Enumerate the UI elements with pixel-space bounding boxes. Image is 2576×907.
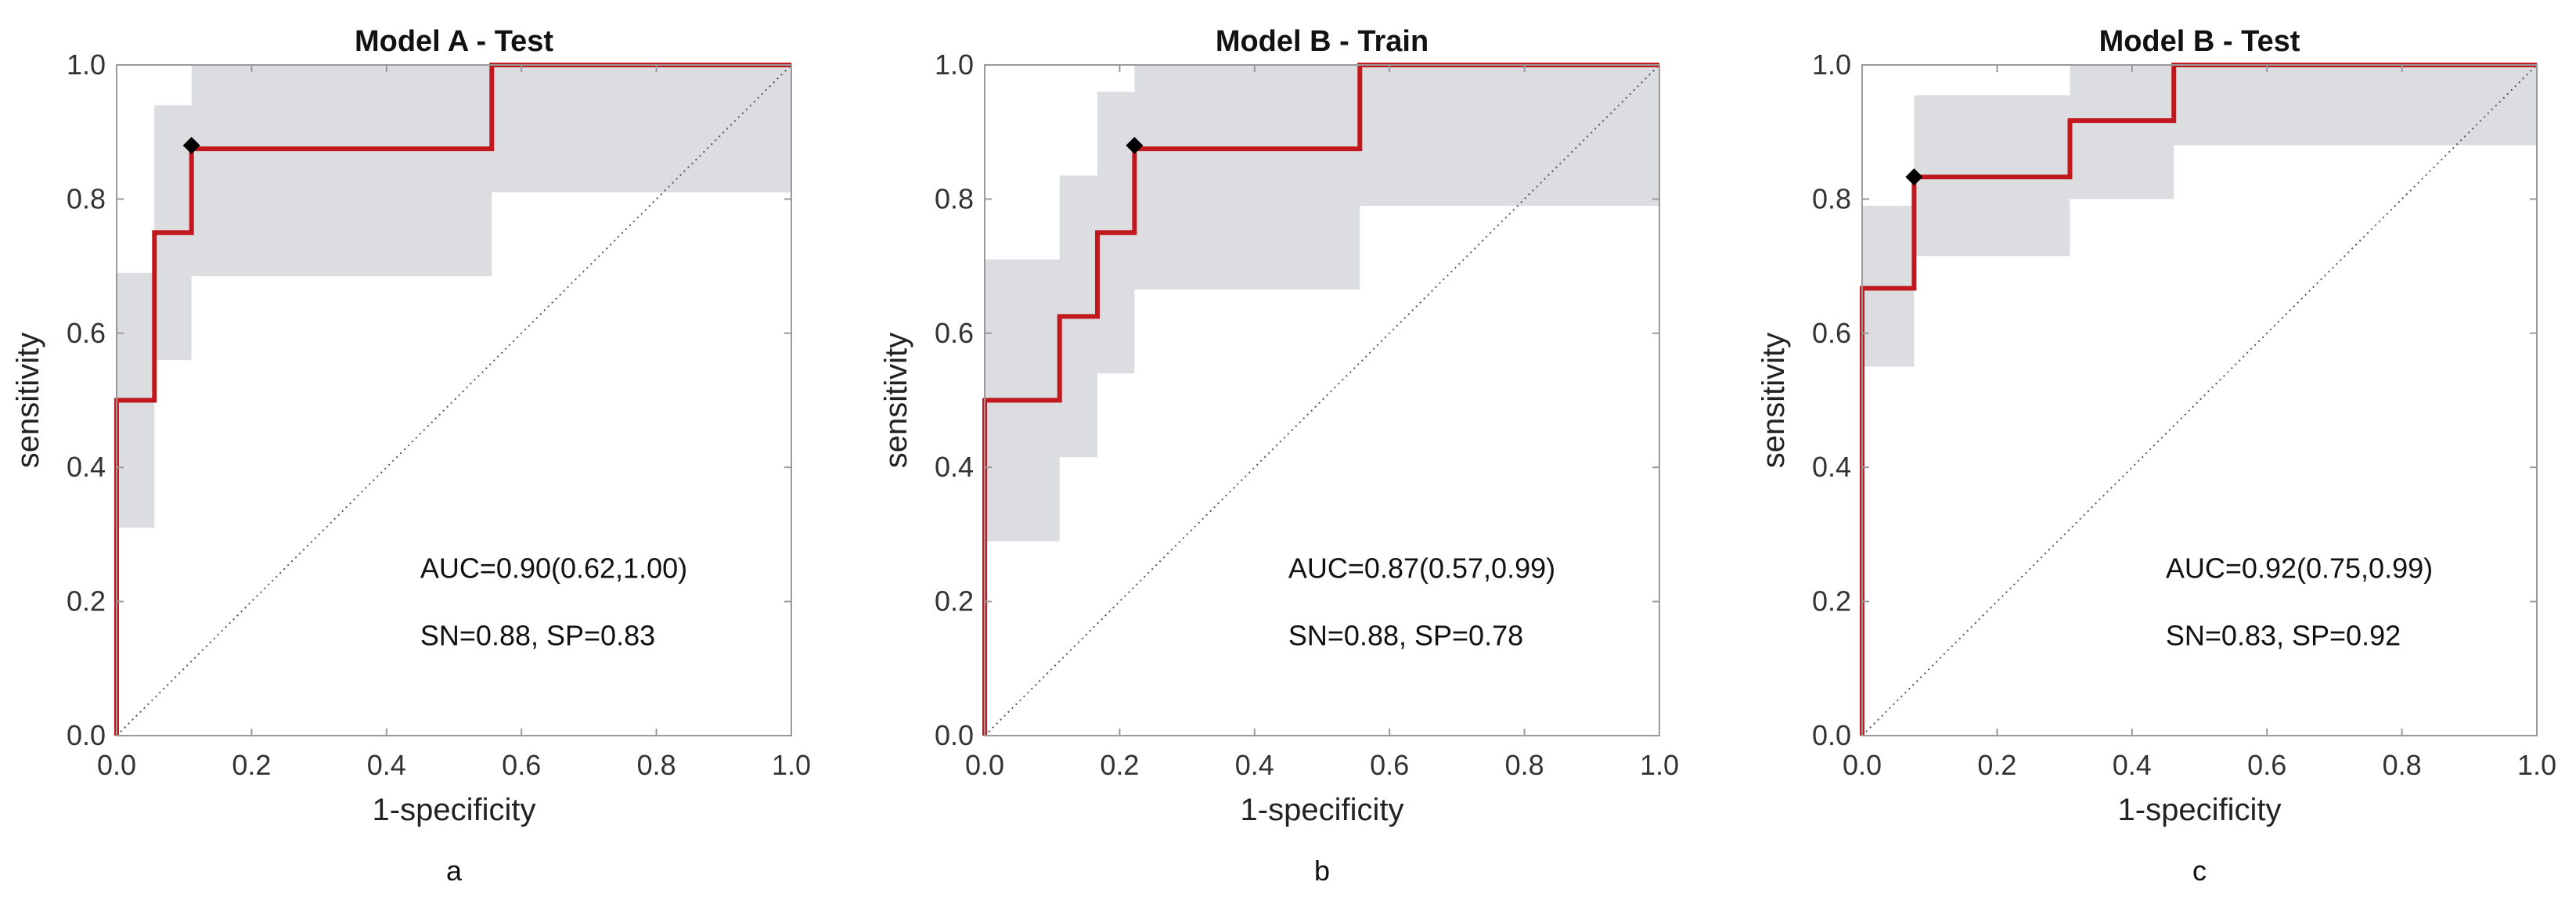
roc-curve-layer bbox=[1860, 63, 2537, 736]
sn-sp-annotation: SN=0.88, SP=0.78 bbox=[1288, 619, 1523, 651]
tick-labels-layer: 0.0 0.2 0.4 0.6 0.8 1.0 0.0 0.2 0.4 0.6 0.8 1.0 bbox=[935, 49, 1679, 781]
operating-point-marker bbox=[182, 136, 200, 154]
plot-frame bbox=[1861, 64, 2538, 736]
x-tick-label: 0.6 bbox=[2247, 749, 2286, 781]
y-tick-label: 0.0 bbox=[1812, 719, 1851, 751]
x-tick-label: 1.0 bbox=[2517, 749, 2556, 781]
x-tick-label: 0.4 bbox=[1235, 749, 1274, 781]
x-tick-label: 0.6 bbox=[1370, 749, 1409, 781]
panel-b: 0.0 0.2 0.4 0.6 0.8 1.0 0.0 0.2 0.4 0.6 0.8 1.0 Mod… bbox=[879, 25, 1679, 887]
x-tick-label: 1.0 bbox=[772, 749, 811, 781]
y-tick-label: 0.4 bbox=[1812, 451, 1851, 483]
x-axis-label: 1-specificity bbox=[2118, 793, 2282, 827]
panel-letter: b bbox=[1314, 855, 1330, 887]
x-tick-label: 1.0 bbox=[1640, 749, 1679, 781]
x-axis-label: 1-specificity bbox=[373, 793, 536, 827]
y-tick-label: 0.0 bbox=[935, 719, 974, 751]
x-tick-label: 0.0 bbox=[97, 749, 136, 781]
y-axis-label: sensitivity bbox=[1756, 333, 1791, 468]
marker-layer bbox=[182, 136, 200, 154]
axes-layer bbox=[984, 64, 1660, 736]
y-axis-label: sensitivity bbox=[879, 333, 913, 468]
y-tick-label: 1.0 bbox=[67, 49, 106, 81]
sn-sp-annotation: SN=0.88, SP=0.83 bbox=[420, 619, 655, 651]
y-tick-label: 0.8 bbox=[935, 182, 974, 214]
panel-letter: a bbox=[446, 855, 463, 887]
y-tick-label: 0.4 bbox=[67, 451, 106, 483]
operating-point-marker bbox=[1905, 168, 1923, 186]
y-tick-label: 0.6 bbox=[1812, 317, 1851, 349]
panel-c: 0.0 0.2 0.4 0.6 0.8 1.0 0.0 0.2 0.4 0.6 0.8 1.0 Mod… bbox=[1756, 25, 2556, 887]
ci-band-layer bbox=[1862, 65, 2537, 367]
x-tick-label: 0.6 bbox=[502, 749, 541, 781]
x-tick-label: 0.4 bbox=[2113, 749, 2152, 781]
panel-title: Model A - Test bbox=[355, 25, 553, 58]
ci-band bbox=[985, 65, 1659, 542]
roc-curve-layer bbox=[114, 63, 791, 736]
x-tick-label: 0.0 bbox=[1843, 749, 1882, 781]
marker-layer bbox=[1905, 168, 1923, 186]
marker-layer bbox=[1126, 136, 1144, 154]
panel-title: Model B - Train bbox=[1216, 25, 1429, 58]
ci-band bbox=[117, 65, 791, 528]
y-tick-label: 0.6 bbox=[935, 317, 974, 349]
roc-curve bbox=[114, 63, 791, 736]
plot-frame bbox=[116, 64, 792, 736]
tick-labels-layer: 0.0 0.2 0.4 0.6 0.8 1.0 0.0 0.2 0.4 0.6 0.8 1.0 bbox=[1812, 49, 2556, 781]
panel-title: Model B - Test bbox=[2099, 25, 2300, 58]
ci-band bbox=[1862, 65, 2537, 367]
y-tick-label: 0.0 bbox=[67, 719, 106, 751]
x-tick-label: 0.4 bbox=[367, 749, 406, 781]
auc-annotation: AUC=0.90(0.62,1.00) bbox=[420, 552, 687, 585]
y-tick-label: 0.2 bbox=[1812, 585, 1851, 617]
panel-a: 0.0 0.2 0.4 0.6 0.8 1.0 0.0 0.2 0.4 0.6 0.8 1.0 Mod… bbox=[11, 25, 811, 887]
roc-curve-layer bbox=[982, 63, 1659, 736]
ci-band-layer bbox=[117, 65, 791, 528]
operating-point-marker bbox=[1126, 136, 1144, 154]
axes-layer bbox=[1861, 64, 2538, 736]
x-axis-label: 1-specificity bbox=[1241, 793, 1404, 827]
x-tick-label: 0.2 bbox=[1100, 749, 1139, 781]
auc-annotation: AUC=0.92(0.75,0.99) bbox=[2166, 552, 2433, 585]
y-tick-label: 0.2 bbox=[67, 585, 106, 617]
y-tick-label: 0.8 bbox=[67, 182, 106, 214]
roc-curve bbox=[982, 63, 1659, 736]
y-tick-label: 1.0 bbox=[935, 49, 974, 81]
x-tick-label: 0.0 bbox=[965, 749, 1004, 781]
sn-sp-annotation: SN=0.83, SP=0.92 bbox=[2166, 619, 2401, 651]
x-tick-label: 0.8 bbox=[2383, 749, 2422, 781]
plot-frame bbox=[984, 64, 1660, 736]
x-tick-label: 0.8 bbox=[637, 749, 676, 781]
axes-layer bbox=[116, 64, 792, 736]
ci-band-layer bbox=[985, 65, 1659, 542]
y-tick-label: 0.6 bbox=[67, 317, 106, 349]
auc-annotation: AUC=0.87(0.57,0.99) bbox=[1288, 552, 1555, 585]
panel-letter: c bbox=[2192, 855, 2207, 887]
x-tick-label: 0.8 bbox=[1505, 749, 1544, 781]
y-tick-label: 1.0 bbox=[1812, 49, 1851, 81]
x-tick-label: 0.2 bbox=[1977, 749, 2016, 781]
y-tick-label: 0.8 bbox=[1812, 182, 1851, 214]
y-tick-label: 0.2 bbox=[935, 585, 974, 617]
roc-curve bbox=[1860, 63, 2537, 736]
y-tick-label: 0.4 bbox=[935, 451, 974, 483]
y-axis-label: sensitivity bbox=[11, 333, 45, 468]
x-tick-label: 0.2 bbox=[232, 749, 271, 781]
tick-labels-layer: 0.0 0.2 0.4 0.6 0.8 1.0 0.0 0.2 0.4 0.6 0.8 1.0 bbox=[67, 49, 811, 781]
